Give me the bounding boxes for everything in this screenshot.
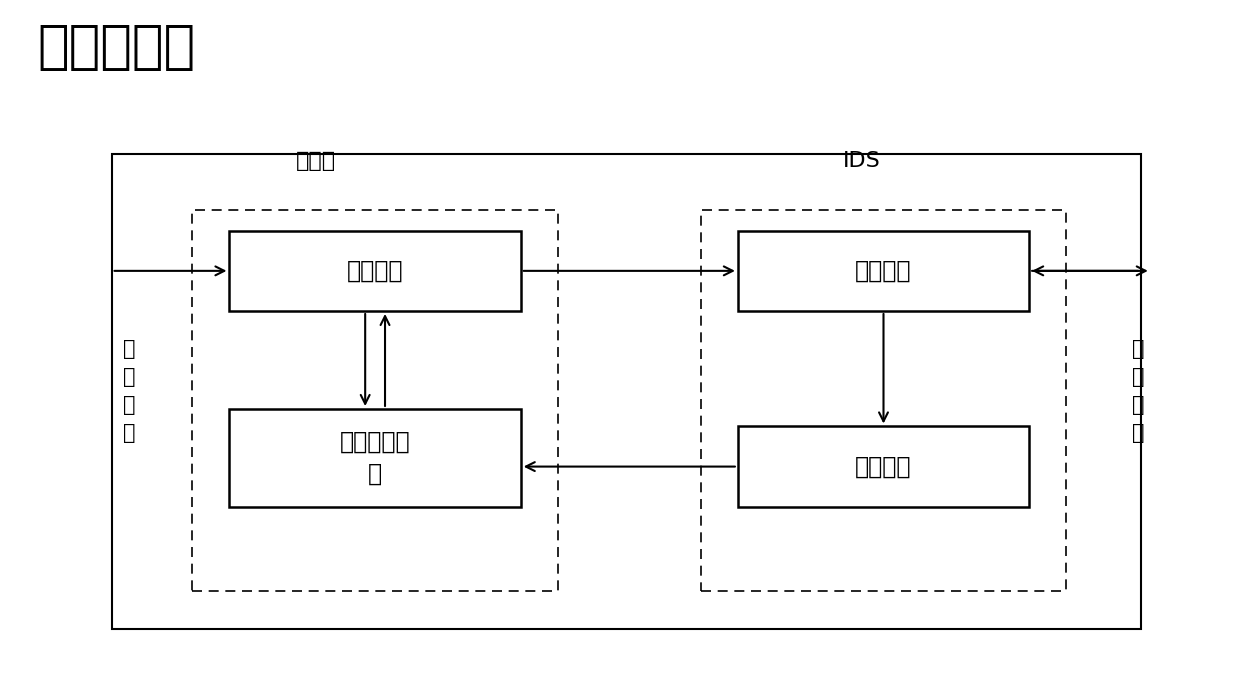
Bar	[738, 231, 1029, 311]
Text: 防火墙: 防火墙	[296, 151, 336, 171]
Bar	[701, 210, 1066, 591]
Text: IDS: IDS	[843, 151, 880, 171]
Bar	[192, 210, 558, 591]
Text: 外
部
网
络: 外 部 网 络	[123, 340, 135, 443]
Text: 阻断攻击: 阻断攻击	[347, 259, 403, 283]
Text: 更新规则: 更新规则	[856, 454, 911, 479]
Bar	[229, 409, 521, 507]
Bar	[738, 426, 1029, 507]
Text: 防火墙架构: 防火墙架构	[37, 21, 196, 73]
Bar	[112, 154, 1141, 629]
Text: 数据分析: 数据分析	[856, 259, 911, 283]
Bar	[229, 231, 521, 311]
Text: 内
部
网
络: 内 部 网 络	[1132, 340, 1145, 443]
Text: 更新安全策
略: 更新安全策 略	[340, 430, 410, 486]
